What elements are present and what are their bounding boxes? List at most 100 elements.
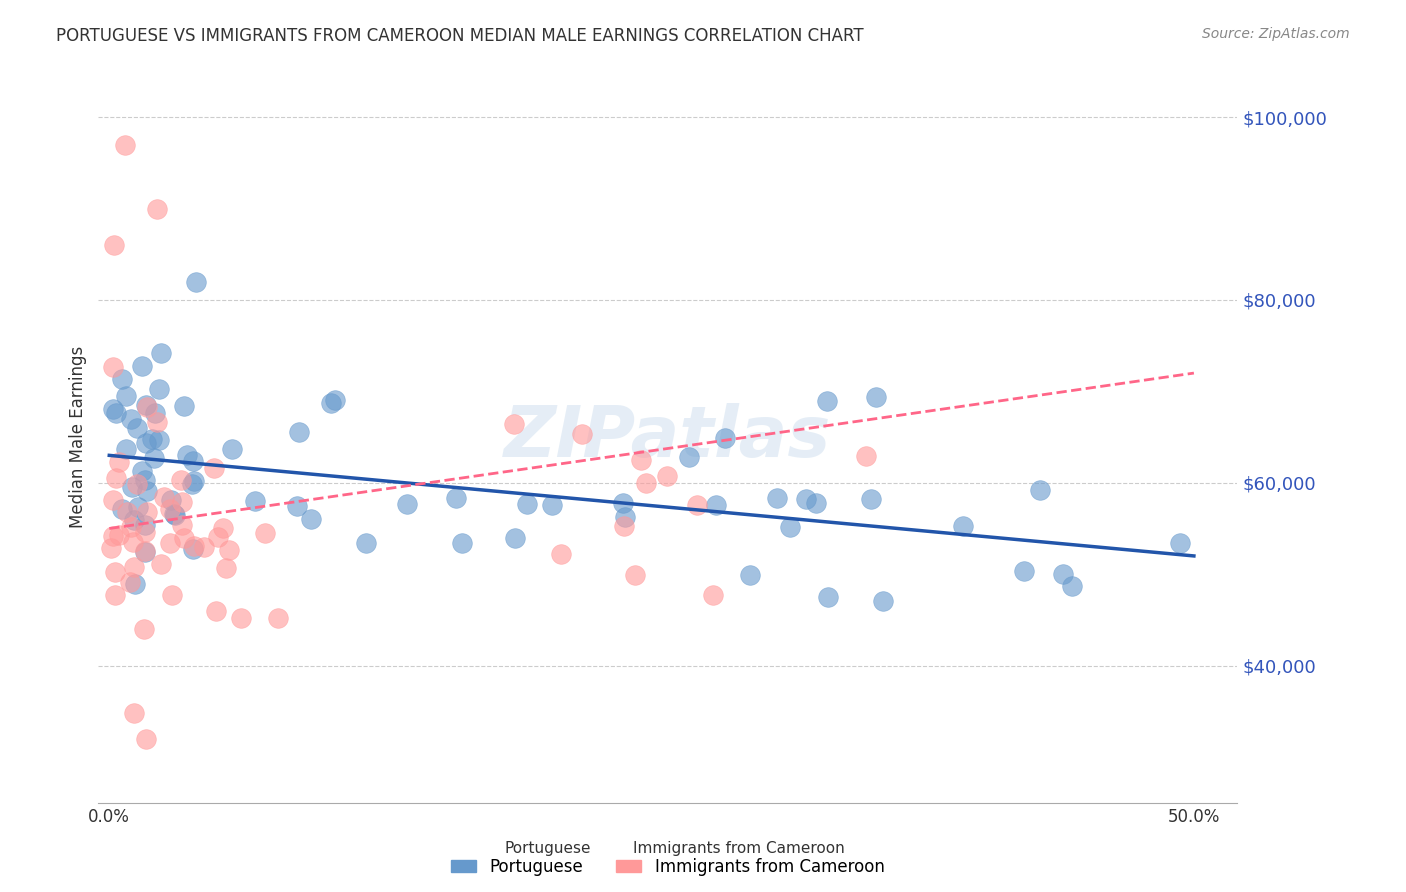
Text: PORTUGUESE VS IMMIGRANTS FROM CAMEROON MEDIAN MALE EARNINGS CORRELATION CHART: PORTUGUESE VS IMMIGRANTS FROM CAMEROON M…: [56, 27, 863, 45]
Immigrants from Cameroon: [686, 499, 709, 513]
Immigrants from Cameroon: [153, 490, 176, 504]
Portuguese: [120, 411, 142, 425]
Portuguese: [124, 577, 146, 591]
Immigrants from Cameroon: [122, 534, 145, 549]
Portuguese: [122, 513, 145, 527]
Immigrants from Cameroon: [115, 505, 138, 519]
Text: Portuguese: Portuguese: [503, 841, 591, 856]
Portuguese: [541, 499, 564, 513]
Y-axis label: Median Male Earnings: Median Male Earnings: [69, 346, 87, 528]
Immigrants from Cameroon: [108, 527, 131, 541]
Portuguese: [115, 442, 138, 456]
Immigrants from Cameroon: [124, 706, 146, 721]
Immigrants from Cameroon: [108, 455, 131, 469]
Immigrants from Cameroon: [132, 622, 155, 636]
Portuguese: [503, 532, 526, 546]
Immigrants from Cameroon: [125, 476, 148, 491]
Portuguese: [159, 492, 181, 507]
Immigrants from Cameroon: [101, 492, 124, 507]
Portuguese: [104, 407, 127, 421]
Portuguese: [163, 507, 186, 521]
Portuguese: [181, 454, 204, 468]
Immigrants from Cameroon: [124, 559, 146, 574]
Portuguese: [516, 497, 538, 511]
Immigrants from Cameroon: [159, 502, 181, 516]
Portuguese: [150, 346, 173, 360]
Portuguese: [288, 425, 311, 439]
Immigrants from Cameroon: [170, 495, 193, 509]
Immigrants from Cameroon: [104, 565, 127, 579]
Portuguese: [872, 593, 894, 607]
Immigrants from Cameroon: [172, 517, 194, 532]
Portuguese: [141, 432, 163, 446]
Immigrants from Cameroon: [571, 426, 593, 441]
Portuguese: [134, 473, 156, 487]
Portuguese: [396, 497, 419, 511]
Portuguese: [865, 390, 887, 404]
Immigrants from Cameroon: [655, 469, 678, 483]
Portuguese: [135, 398, 157, 412]
Immigrants from Cameroon: [145, 202, 167, 216]
Portuguese: [804, 496, 827, 510]
Immigrants from Cameroon: [218, 543, 240, 558]
Portuguese: [1052, 566, 1074, 581]
Immigrants from Cameroon: [149, 558, 172, 572]
Portuguese: [163, 508, 186, 523]
Portuguese: [173, 400, 195, 414]
Immigrants from Cameroon: [135, 731, 157, 746]
Immigrants from Cameroon: [160, 588, 183, 602]
Portuguese: [135, 483, 157, 498]
Immigrants from Cameroon: [100, 541, 122, 556]
Immigrants from Cameroon: [202, 461, 225, 475]
Immigrants from Cameroon: [134, 524, 156, 539]
Portuguese: [148, 382, 170, 396]
Portuguese: [952, 519, 974, 533]
Portuguese: [103, 402, 125, 417]
Immigrants from Cameroon: [103, 238, 125, 252]
Portuguese: [356, 536, 378, 550]
Immigrants from Cameroon: [170, 473, 193, 487]
Immigrants from Cameroon: [855, 449, 877, 463]
Immigrants from Cameroon: [215, 560, 238, 574]
Immigrants from Cameroon: [101, 360, 124, 375]
Text: Immigrants from Cameroon: Immigrants from Cameroon: [633, 841, 845, 856]
Portuguese: [181, 476, 204, 491]
Immigrants from Cameroon: [118, 575, 141, 590]
Portuguese: [131, 464, 153, 478]
Portuguese: [738, 568, 761, 582]
Immigrants from Cameroon: [503, 417, 526, 432]
Portuguese: [143, 406, 166, 420]
Portuguese: [221, 442, 243, 456]
Immigrants from Cameroon: [229, 611, 252, 625]
Portuguese: [817, 590, 839, 604]
Portuguese: [704, 498, 727, 512]
Portuguese: [134, 517, 156, 532]
Portuguese: [299, 512, 322, 526]
Immigrants from Cameroon: [183, 539, 205, 553]
Portuguese: [612, 496, 634, 510]
Portuguese: [135, 436, 157, 450]
Immigrants from Cameroon: [145, 416, 167, 430]
Immigrants from Cameroon: [114, 137, 136, 152]
Portuguese: [181, 542, 204, 557]
Portuguese: [1062, 579, 1084, 593]
Portuguese: [176, 448, 198, 462]
Portuguese: [131, 359, 153, 373]
Immigrants from Cameroon: [173, 531, 195, 545]
Portuguese: [148, 433, 170, 447]
Portuguese: [451, 536, 474, 550]
Portuguese: [142, 451, 165, 466]
Immigrants from Cameroon: [550, 547, 572, 561]
Immigrants from Cameroon: [204, 604, 226, 618]
Immigrants from Cameroon: [624, 567, 647, 582]
Immigrants from Cameroon: [630, 453, 652, 467]
Portuguese: [111, 501, 134, 516]
Portuguese: [111, 371, 134, 385]
Portuguese: [678, 450, 700, 465]
Portuguese: [796, 491, 818, 506]
Legend: Portuguese, Immigrants from Cameroon: Portuguese, Immigrants from Cameroon: [444, 851, 891, 882]
Immigrants from Cameroon: [136, 401, 159, 415]
Immigrants from Cameroon: [267, 611, 290, 625]
Immigrants from Cameroon: [254, 526, 277, 541]
Portuguese: [243, 494, 266, 508]
